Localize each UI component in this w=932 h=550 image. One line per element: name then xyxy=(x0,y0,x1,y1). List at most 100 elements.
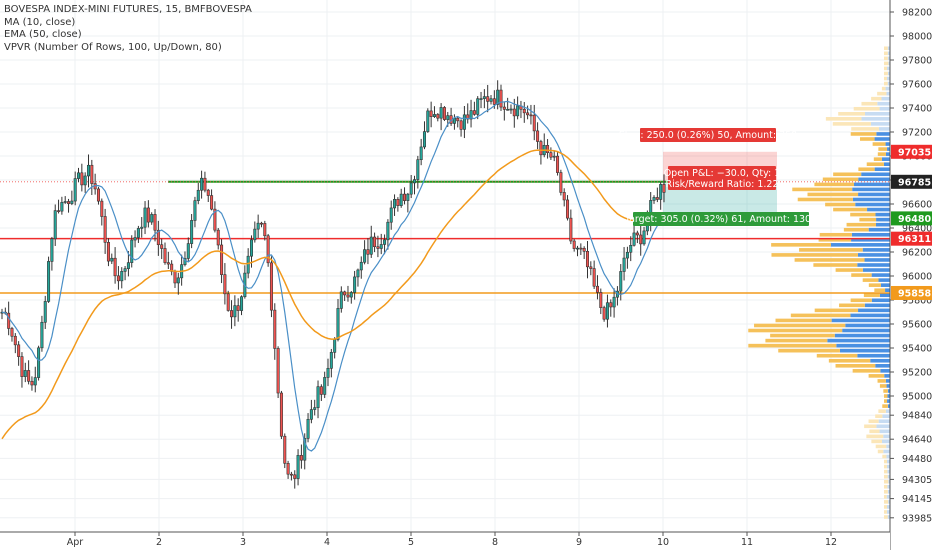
candle xyxy=(662,174,666,203)
time-axis[interactable]: Apr 2 3 4 5 8 9 10 11 12 xyxy=(0,531,890,550)
vp-up-bar xyxy=(864,424,877,429)
candle xyxy=(173,269,177,288)
candle-body xyxy=(236,305,240,311)
time-tick-label: 9 xyxy=(576,537,582,548)
candle-body xyxy=(422,131,426,148)
candle xyxy=(236,298,240,322)
candle xyxy=(37,345,41,381)
candle-body xyxy=(576,247,580,250)
candle-body xyxy=(403,193,407,201)
candle xyxy=(80,163,84,192)
vp-up-bar xyxy=(828,358,871,363)
candle-body xyxy=(589,266,593,269)
candle xyxy=(140,217,144,238)
price-tick-label: 97800.0 xyxy=(902,56,932,67)
candle-body xyxy=(60,202,64,212)
candle xyxy=(156,220,160,256)
candle-body xyxy=(602,307,606,320)
candle-body xyxy=(469,110,473,120)
vp-up-bar xyxy=(884,479,889,484)
candle xyxy=(612,288,616,318)
candle-body xyxy=(472,110,476,115)
candle xyxy=(13,333,17,354)
candle xyxy=(210,189,214,211)
candle-body xyxy=(173,271,177,284)
candle xyxy=(379,233,383,255)
candle xyxy=(605,294,609,328)
vp-up-bar xyxy=(858,167,875,172)
candle-body xyxy=(539,141,543,156)
stop-label-text: Stop: 250.0 (0.26%) 50, Amount: 750 xyxy=(619,130,797,141)
price-tick-label: 97600.0 xyxy=(902,80,932,91)
vp-up-bar xyxy=(871,439,883,444)
time-tick-label: 5 xyxy=(408,537,414,548)
vp-down-bar xyxy=(879,293,890,298)
price-tag xyxy=(891,231,932,246)
time-tick-label: Apr xyxy=(67,537,84,548)
vp-down-bar xyxy=(836,343,890,348)
candle xyxy=(196,182,200,205)
candle-body xyxy=(359,261,363,271)
vp-up-bar xyxy=(884,459,888,464)
candle-body xyxy=(612,296,616,308)
vp-down-bar xyxy=(887,399,890,403)
vp-up-bar xyxy=(875,414,883,418)
candle xyxy=(266,233,270,267)
candle xyxy=(456,116,460,128)
vp-up-bar xyxy=(754,323,846,328)
vp-down-bar xyxy=(850,313,890,318)
price-axis[interactable]: 98200.0 98000.0 97800.0 97600.0 97400.0 97200… xyxy=(889,0,932,550)
candle-body xyxy=(442,107,446,120)
candle xyxy=(276,346,280,399)
vp-up-bar xyxy=(877,91,887,96)
candle xyxy=(230,300,234,329)
candle-body xyxy=(17,344,21,357)
candle-body xyxy=(373,236,377,248)
vp-down-bar xyxy=(883,449,890,454)
candle xyxy=(413,175,417,195)
target-label-bg xyxy=(633,212,809,226)
vp-down-bar xyxy=(881,96,890,101)
candle xyxy=(200,170,204,199)
candle-body xyxy=(482,96,486,99)
vp-down-bar xyxy=(870,122,890,126)
candle-body xyxy=(592,268,596,287)
vp-up-bar xyxy=(871,96,882,101)
candle-body xyxy=(569,217,573,242)
vp-down-bar xyxy=(870,358,890,363)
vp-down-bar xyxy=(877,101,890,106)
price-tick-label: 95600.0 xyxy=(902,320,932,331)
candle-body xyxy=(562,192,566,201)
candle-body xyxy=(363,249,367,263)
candle-body xyxy=(259,222,263,225)
candle-body xyxy=(113,257,117,277)
candle xyxy=(203,171,207,193)
candle xyxy=(233,295,237,327)
candle xyxy=(489,95,493,105)
candle xyxy=(273,303,277,360)
candle xyxy=(466,103,470,124)
candle-body xyxy=(532,114,536,132)
vp-up-bar xyxy=(873,157,882,161)
vp-up-bar xyxy=(859,217,877,222)
vp-up-bar xyxy=(884,515,888,519)
vp-down-bar xyxy=(886,444,890,449)
vp-down-bar xyxy=(886,505,890,509)
candle xyxy=(240,295,244,316)
candle-body xyxy=(416,159,420,180)
candle xyxy=(532,104,536,141)
candle-body xyxy=(206,189,210,196)
vp-up-bar xyxy=(884,484,888,489)
candle xyxy=(67,198,71,213)
candle-body xyxy=(106,242,110,262)
candle-body xyxy=(456,117,460,122)
vp-down-bar xyxy=(885,379,890,383)
vp-up-bar xyxy=(850,132,877,136)
vp-up-bar xyxy=(884,76,887,81)
vp-down-bar xyxy=(887,484,890,489)
candle-body xyxy=(309,409,313,420)
vp-down-bar xyxy=(881,157,890,161)
vp-up-bar xyxy=(850,298,872,303)
